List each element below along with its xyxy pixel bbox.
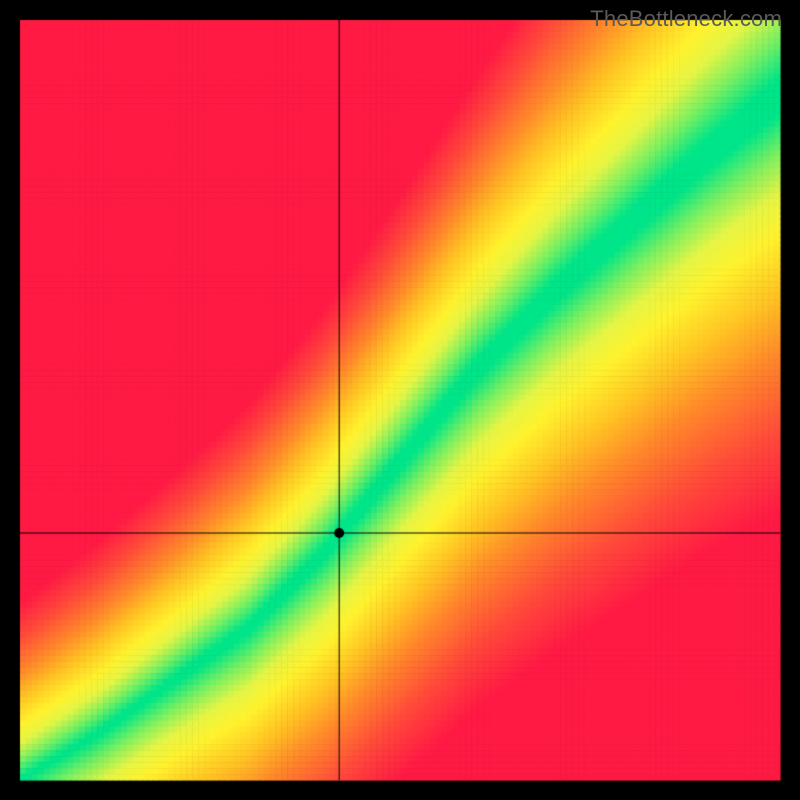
bottleneck-heatmap — [0, 0, 800, 800]
watermark-text: TheBottleneck.com — [590, 6, 782, 32]
